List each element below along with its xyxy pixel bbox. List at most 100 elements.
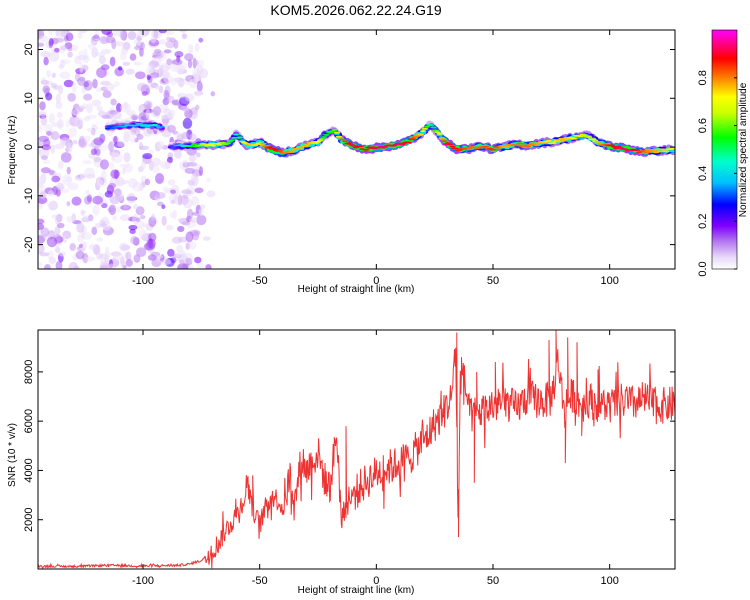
spectrogram-noise-cell	[66, 201, 71, 207]
spectrogram-cell	[405, 141, 412, 144]
spectrogram-noise-cell	[55, 93, 61, 104]
spectrogram-noise-cell	[198, 166, 204, 177]
spectrogram-noise-cell	[136, 30, 147, 39]
spectrogram-noise-cell	[86, 194, 93, 203]
spectrogram-noise-cell	[110, 151, 116, 161]
spectrogram-noise-cell	[71, 196, 82, 206]
spectrogram-noise-cell	[170, 189, 177, 194]
colorbar-ticks: 0.0 0.2 0.4 0.6 0.8	[697, 70, 737, 277]
spectrogram-noise-cell	[54, 47, 60, 53]
spectrogram-noise-cell	[93, 137, 104, 146]
spectrogram-noise-cell	[76, 105, 86, 111]
spectrogram-cell	[434, 131, 441, 134]
spectrogram-cell	[571, 137, 578, 140]
spectrogram-y-tick-label: 0	[23, 144, 35, 150]
spectrogram-noise-cell	[92, 204, 100, 216]
spectrogram-noise-cell	[40, 116, 48, 126]
spectrogram-noise-cell	[81, 232, 92, 241]
spectrogram-noise-cell	[146, 74, 151, 80]
spectrogram-noise-cell	[57, 160, 64, 170]
spectrogram-cell	[333, 131, 341, 134]
colorbar-tick-label: 0.8	[697, 70, 709, 85]
spectrogram-noise-cell	[145, 65, 154, 76]
spectrogram-noise-cell	[181, 221, 191, 226]
spectrogram-noise-cell	[155, 172, 165, 184]
spectrogram-noise-cell	[160, 161, 171, 169]
spectrogram-noise-cell	[190, 173, 198, 182]
spectrogram-noise-cell	[180, 105, 190, 112]
spectrogram-x-tick-label: -50	[252, 275, 268, 287]
spectrogram-cell	[153, 124, 161, 127]
spectrogram-noise-cell	[135, 217, 141, 223]
spectrogram-cell	[560, 139, 567, 142]
spectrogram-noise-cell	[133, 254, 141, 263]
spectrogram-noise-cell	[163, 186, 168, 195]
spectrogram-noise-cell	[194, 256, 202, 264]
spectrogram-noise-cell	[40, 227, 50, 237]
spectrogram-noise-cell	[51, 72, 56, 78]
spectrogram-noise-cell	[82, 215, 89, 222]
spectrogram-noise-cell	[129, 53, 137, 61]
spectrogram-noise-cell	[186, 208, 194, 220]
spectrogram-noise-cell	[164, 69, 169, 78]
spectrogram-noise-cell	[181, 132, 190, 139]
spectrogram-noise-cell	[152, 51, 162, 57]
spectrogram-noise-cell	[119, 52, 127, 61]
spectrogram-noise-cell	[167, 248, 175, 257]
spectrogram-x-tick-label: 0	[373, 275, 379, 287]
spectrogram-noise	[38, 30, 216, 269]
spectrogram-noise-cell	[82, 160, 92, 165]
spectrogram-noise-cell	[77, 233, 84, 243]
spectrogram-noise-cell	[65, 176, 73, 182]
spectrogram-x-ticks: -100 -50 0 50 100	[132, 30, 619, 287]
spectrogram-noise-cell	[108, 182, 117, 189]
spectrogram-noise-cell	[41, 144, 52, 151]
spectrogram-noise-cell	[91, 99, 102, 107]
spectrogram-noise-cell	[38, 235, 46, 244]
spectrogram-noise-cell	[143, 242, 155, 251]
spectrogram-noise-cell	[113, 136, 118, 144]
spectrogram-noise-cell	[172, 209, 178, 220]
spectrogram-noise-cell	[93, 156, 101, 163]
spectrogram-noise-cell	[171, 236, 183, 244]
spectrogram-y-ticks: -20 -10 0 10 20	[23, 43, 675, 253]
spectrogram-cell	[346, 142, 353, 144]
spectrogram-noise-cell	[186, 162, 198, 167]
spectrogram-noise-cell	[101, 30, 113, 36]
spectrogram-noise-cell	[62, 235, 68, 244]
spectrogram-y-tick-label: -10	[23, 188, 35, 204]
spectrogram-noise-cell	[39, 101, 46, 111]
spectrogram-noise-cell	[40, 167, 51, 174]
spectrogram-cell	[398, 143, 406, 146]
spectrogram-noise-cell	[63, 79, 74, 88]
chart-title: KOM5.2026.062.22.24.G19	[270, 2, 441, 18]
spectrogram-noise-cell	[184, 53, 194, 61]
spectrogram-noise-cell	[112, 251, 124, 262]
spectrogram-noise-cell	[196, 214, 207, 226]
spectrogram-noise-cell	[134, 71, 146, 80]
spectrogram-noise-cell	[104, 82, 115, 92]
spectrogram-noise-cell	[59, 71, 71, 80]
spectrogram-noise-cell	[79, 62, 84, 73]
spectrogram-noise-cell	[48, 51, 60, 62]
colorbar: 0.0 0.2 0.4 0.6 0.8 Normalized spectral ampl…	[697, 29, 749, 277]
spectrogram-cell	[634, 149, 641, 151]
spectrogram-noise-cell	[119, 242, 128, 252]
spectrogram-noise-cell	[58, 250, 66, 257]
spectrogram-noise-cell	[150, 213, 156, 221]
colorbar-tick-label: 0.6	[697, 118, 709, 133]
spectrogram-cell	[424, 125, 431, 128]
spectrogram-noise-cell	[205, 264, 212, 269]
spectrogram-noise-cell	[46, 236, 58, 248]
spectrogram-noise-cell	[108, 204, 117, 216]
spectrogram-cell	[169, 147, 177, 149]
spectrogram-noise-cell	[92, 195, 104, 205]
spectrogram-noise-cell	[78, 243, 84, 248]
spectrogram-noise-cell	[50, 82, 57, 89]
spectrogram-cell	[503, 145, 511, 148]
spectrogram-noise-cell	[127, 31, 137, 40]
spectrogram-noise-cell	[158, 30, 167, 34]
spectrogram-cell	[421, 127, 429, 130]
spectrogram-noise-cell	[38, 125, 43, 133]
